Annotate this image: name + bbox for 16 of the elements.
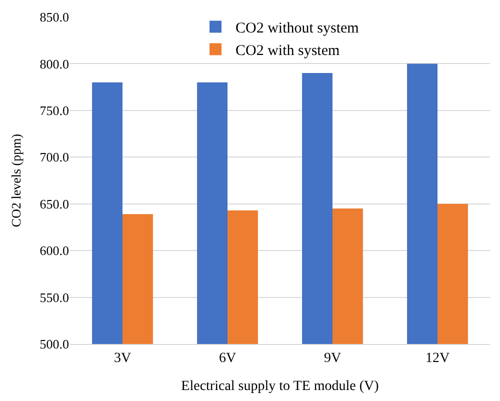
x-tick-label: 3V [114,350,132,366]
x-tick-label: 9V [324,350,342,366]
y-tick-label: 550.0 [40,290,69,305]
y-tick-label: 750.0 [40,102,69,118]
x-tick-label: 12V [425,350,450,366]
y-tick-label: 500.0 [40,336,69,352]
legend-label: CO2 with system [236,43,340,60]
y-tick-label: 600.0 [40,243,69,258]
y-axis-title: CO2 levels (ppm) [8,134,24,228]
x-tick-label: 6V [218,350,236,366]
y-tick-label: 850.0 [40,10,69,25]
y-tick-label: 650.0 [40,196,69,212]
y-tick-label: 800.0 [40,56,69,72]
x-axis-title: Electrical supply to TE module (V) [181,379,380,394]
legend-label: CO2 without system [236,20,360,37]
y-tick-label: 700.0 [40,150,69,165]
